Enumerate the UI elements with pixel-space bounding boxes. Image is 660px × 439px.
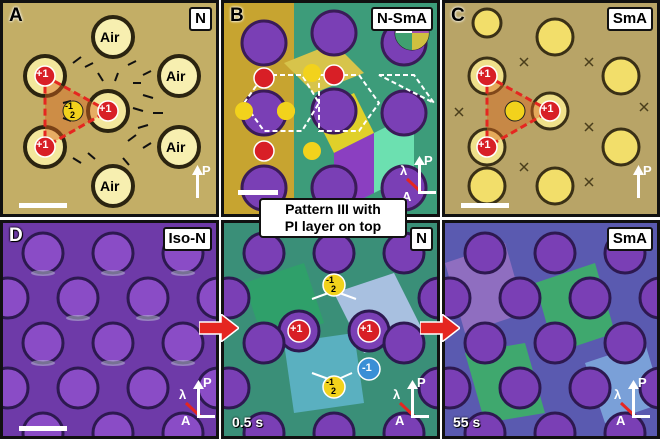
polarizer-label: P <box>643 163 652 178</box>
time-label: 0.5 s <box>232 414 264 430</box>
defect-plus-one-icon <box>287 319 311 343</box>
defect-label: +1 <box>99 103 112 115</box>
phase-tag: N <box>410 227 433 251</box>
panel-letter: A <box>9 5 23 26</box>
panel-e: N 0.5 s +1 +1 -1 -1 2 -1 2 P λ A <box>221 220 440 439</box>
caption-line-2: PI layer on top <box>284 218 382 234</box>
defect-label: -1 2 <box>326 377 337 396</box>
phase-tag: SmA <box>606 227 653 251</box>
panel-letter: D <box>9 225 23 246</box>
polarizer-arrow-icon <box>633 165 644 198</box>
lambda-label: λ <box>179 387 187 402</box>
lambda-polarizer-icon <box>619 380 650 419</box>
defect-label: -1 2 <box>65 101 76 120</box>
panel-letter: C <box>451 5 465 26</box>
caption-line-1: Pattern III with <box>285 201 381 217</box>
panel-f: SmA 55 s P λ A <box>442 220 660 439</box>
defect-minus-half-icon <box>303 142 321 160</box>
defect-label: +1 <box>541 103 554 115</box>
lambda-polarizer-icon <box>405 156 436 195</box>
defect-label: +1 <box>478 68 491 80</box>
panel-c-image <box>445 3 657 214</box>
panel-a: A N Air Air Air Air +1 +1 +1 -1 2 P <box>0 0 219 217</box>
polarizer-arrow-icon <box>192 165 203 198</box>
polarizer-label: P <box>202 163 211 178</box>
lambda-label: λ <box>614 387 622 402</box>
defect-label: +1 <box>478 139 491 151</box>
defect-plus-one-icon <box>34 136 56 158</box>
defect-minus-half-icon <box>322 375 346 399</box>
defect-plus-one-icon <box>476 136 498 158</box>
lambda-label: λ <box>393 387 401 402</box>
pattern-caption: Pattern III with PI layer on top <box>259 198 407 238</box>
lambda-polarizer-icon <box>398 380 429 419</box>
analyzer-label: A <box>402 189 412 204</box>
defect-label: +1 <box>290 323 303 335</box>
phase-tag: Iso-N <box>162 227 212 251</box>
defect-plus-one-icon <box>476 65 498 87</box>
panel-b-image <box>224 3 437 214</box>
defect-plus-one-icon <box>253 67 275 89</box>
panel-a-image <box>3 3 216 214</box>
defect-minus-half-icon <box>235 102 253 120</box>
analyzer-label: A <box>181 413 191 428</box>
defect-minus-half-icon <box>303 64 321 82</box>
defect-label: +1 <box>360 323 373 335</box>
air-label: Air <box>166 139 186 155</box>
defect-minus-half-icon <box>62 100 84 122</box>
transition-arrow-icon <box>199 314 239 342</box>
defect-label: -1 2 <box>326 275 337 294</box>
defect-plus-one-icon <box>539 100 561 122</box>
air-label: Air <box>166 68 186 84</box>
analyzer-label: A <box>395 413 405 428</box>
defect-minus-one-icon <box>357 357 381 381</box>
air-label: Air <box>100 178 120 194</box>
time-label: 55 s <box>453 414 481 430</box>
lambda-label: λ <box>400 163 408 178</box>
air-label: Air <box>100 29 120 45</box>
defect-label: +1 <box>36 68 49 80</box>
defect-plus-one-icon <box>253 140 275 162</box>
polarizer-label: P <box>424 153 433 168</box>
phase-tag: N <box>189 7 212 31</box>
defect-plus-one-icon <box>323 64 345 86</box>
defect-plus-one-icon <box>357 319 381 343</box>
phase-tag: SmA <box>606 7 653 31</box>
polarizer-label: P <box>638 375 647 390</box>
defect-plus-one-icon <box>34 65 56 87</box>
defect-label: -1 <box>362 362 372 374</box>
transition-arrow-icon <box>420 314 460 342</box>
defect-label: +1 <box>36 139 49 151</box>
phase-tag: N-SmA <box>370 7 433 31</box>
analyzer-label: A <box>616 413 626 428</box>
panel-b: B N-SmA P λ A <box>221 0 440 217</box>
polarizer-label: P <box>417 375 426 390</box>
defect-minus-half-icon <box>277 102 295 120</box>
panel-e-image <box>224 223 437 436</box>
polarizer-label: P <box>203 375 212 390</box>
panel-d: D Iso-N P λ A <box>0 220 219 439</box>
panel-letter: B <box>230 5 244 26</box>
panel-d-image <box>3 223 216 436</box>
defect-minus-half-icon <box>504 100 526 122</box>
panel-f-image <box>445 223 657 436</box>
lambda-polarizer-icon <box>184 380 215 419</box>
defect-minus-half-icon <box>322 273 346 297</box>
defect-plus-one-icon <box>97 100 119 122</box>
panel-c: C SmA +1 +1 +1 P <box>442 0 660 217</box>
